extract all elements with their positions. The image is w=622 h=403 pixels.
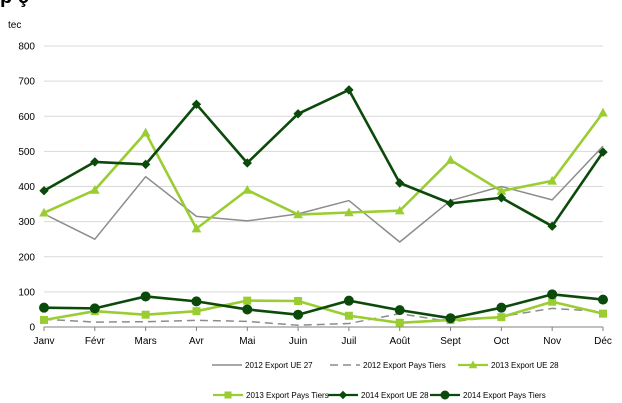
data-point bbox=[547, 221, 557, 231]
chart-title-cropped: p ç bbox=[0, 0, 29, 9]
legend-item: 2014 Export UE 28 bbox=[328, 390, 429, 400]
y-tick-label: 600 bbox=[18, 112, 35, 123]
x-tick-label: Nov bbox=[543, 336, 561, 347]
data-point bbox=[338, 390, 348, 400]
y-tick-label: 300 bbox=[18, 217, 35, 228]
data-point bbox=[242, 158, 252, 168]
series-line bbox=[43, 145, 604, 243]
data-point bbox=[547, 175, 558, 185]
data-point bbox=[599, 309, 607, 318]
series-4 bbox=[39, 85, 608, 231]
data-point bbox=[39, 302, 49, 313]
y-tick-label: 400 bbox=[18, 182, 35, 193]
data-point bbox=[394, 205, 405, 215]
gridlines bbox=[44, 45, 603, 293]
data-point bbox=[191, 296, 202, 307]
y-tick-label: 100 bbox=[18, 287, 35, 298]
data-point bbox=[445, 313, 456, 324]
data-point bbox=[140, 291, 151, 302]
y-tick-label: 500 bbox=[18, 147, 35, 158]
data-point bbox=[140, 159, 151, 170]
x-tick-label: Déc bbox=[594, 336, 612, 347]
x-tick-label: Mars bbox=[135, 336, 157, 347]
legend-item: 2012 Export UE 27 bbox=[212, 361, 313, 370]
series-line bbox=[43, 111, 605, 230]
series-5 bbox=[39, 289, 608, 324]
data-point bbox=[445, 198, 456, 209]
data-point bbox=[344, 207, 354, 217]
y-tick-label: 700 bbox=[18, 77, 35, 88]
x-tick-label: Août bbox=[389, 336, 410, 347]
y-axis-label: tec bbox=[8, 20, 21, 31]
x-tick-label: Juil bbox=[341, 336, 356, 347]
series-line bbox=[43, 293, 604, 320]
legend-label: 2012 Export Pays Tiers bbox=[363, 361, 446, 370]
data-point bbox=[224, 391, 232, 399]
data-point bbox=[242, 304, 253, 315]
data-point bbox=[39, 186, 49, 196]
x-tick-label: Juin bbox=[289, 336, 307, 347]
y-tick-label: 200 bbox=[18, 252, 35, 263]
legend-label: 2013 Export Pays Tiers bbox=[246, 391, 329, 400]
data-point bbox=[243, 296, 252, 305]
legend-item: 2013 Export UE 28 bbox=[458, 360, 559, 370]
data-point bbox=[191, 99, 202, 110]
data-point bbox=[343, 295, 354, 306]
data-point bbox=[344, 311, 353, 320]
data-point bbox=[395, 178, 405, 188]
data-point bbox=[394, 305, 405, 316]
legend-item: 2014 Export Pays Tiers bbox=[430, 390, 546, 400]
x-tick-label: Janv bbox=[33, 336, 54, 347]
x-tick-label: Sept bbox=[440, 336, 461, 347]
data-point bbox=[293, 309, 304, 320]
x-tick-label: Févr bbox=[85, 336, 106, 347]
series-line bbox=[43, 88, 605, 228]
series-2 bbox=[39, 107, 608, 233]
series-0 bbox=[43, 145, 604, 243]
data-point bbox=[598, 294, 608, 305]
legend-label: 2013 Export UE 28 bbox=[491, 361, 559, 370]
y-tick-label: 0 bbox=[29, 323, 35, 334]
x-tick-label: Mai bbox=[239, 336, 255, 347]
data-point bbox=[39, 207, 49, 217]
data-point bbox=[242, 184, 253, 194]
data-point bbox=[344, 85, 354, 95]
data-point bbox=[598, 107, 608, 117]
data-point bbox=[496, 302, 507, 313]
data-point bbox=[140, 127, 151, 137]
data-point bbox=[468, 360, 478, 369]
legend-label: 2014 Export UE 28 bbox=[361, 391, 429, 400]
data-point bbox=[294, 297, 303, 306]
data-point bbox=[445, 155, 456, 164]
data-point bbox=[547, 289, 558, 300]
data-point bbox=[192, 307, 201, 316]
data-point bbox=[440, 390, 450, 400]
x-tick-label: Oct bbox=[494, 336, 510, 347]
data-point bbox=[293, 109, 303, 119]
data-point bbox=[598, 147, 608, 157]
x-tick-label: Avr bbox=[189, 336, 204, 347]
x-axis-ticks: Janv Févr Mars Avr Mai Juin Juil Août Sept Oct Nov… bbox=[33, 327, 612, 347]
legend-item: 2012 Export Pays Tiers bbox=[330, 361, 446, 370]
data-point bbox=[496, 193, 507, 203]
data-point bbox=[395, 318, 404, 327]
legend-label: 2014 Export Pays Tiers bbox=[463, 391, 546, 400]
y-tick-label: 800 bbox=[18, 42, 35, 53]
data-point bbox=[90, 157, 100, 167]
series-group bbox=[39, 85, 608, 327]
data-point bbox=[497, 313, 506, 322]
y-axis-ticks: 0 100 200 300 400 500 600 700 800 bbox=[18, 42, 35, 334]
data-point bbox=[293, 209, 303, 219]
data-point bbox=[89, 303, 100, 314]
data-point bbox=[141, 310, 150, 319]
data-point bbox=[191, 223, 202, 233]
data-point bbox=[40, 315, 48, 324]
data-point bbox=[89, 184, 100, 194]
legend: 2012 Export UE 27 2012 Export Pays Tiers 2… bbox=[212, 360, 559, 400]
legend-label: 2012 Export UE 27 bbox=[245, 361, 313, 370]
legend-item: 2013 Export Pays Tiers bbox=[213, 391, 329, 400]
